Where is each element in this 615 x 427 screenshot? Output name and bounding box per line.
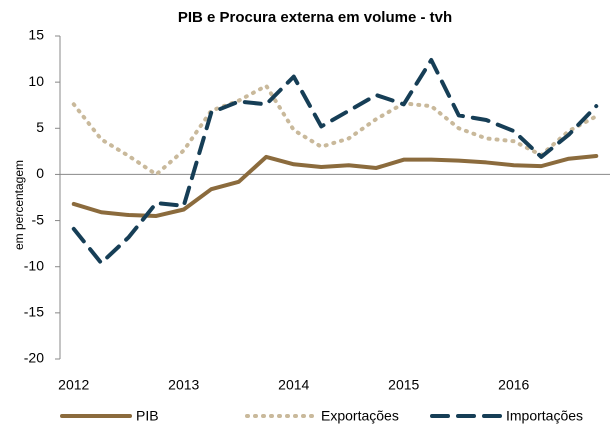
y-tick-label: 15 [28,27,44,43]
y-tick-label: -5 [32,211,45,227]
y-tick-label: 0 [36,165,44,181]
y-tick-label: 5 [36,119,44,135]
series-line [71,57,599,266]
series-line [71,153,599,218]
legend-label: PIB [136,408,159,424]
x-tick-label: 2014 [278,377,309,393]
chart-title: PIB e Procura externa em volume - tvh [178,9,452,26]
legend-label: Importações [506,408,583,424]
y-axis-label: em percentagem [12,160,26,250]
x-tick-label: 2013 [168,377,199,393]
y-tick-label: 10 [28,73,44,89]
y-tick-label: -15 [24,304,44,320]
legend-label: Exportações [321,408,399,424]
series-line [71,83,599,177]
x-tick-label: 2016 [498,377,529,393]
y-tick-label: -10 [24,257,44,273]
x-tick-label: 2012 [58,377,89,393]
x-tick-label: 2015 [388,377,419,393]
y-tick-label: -20 [24,350,44,366]
